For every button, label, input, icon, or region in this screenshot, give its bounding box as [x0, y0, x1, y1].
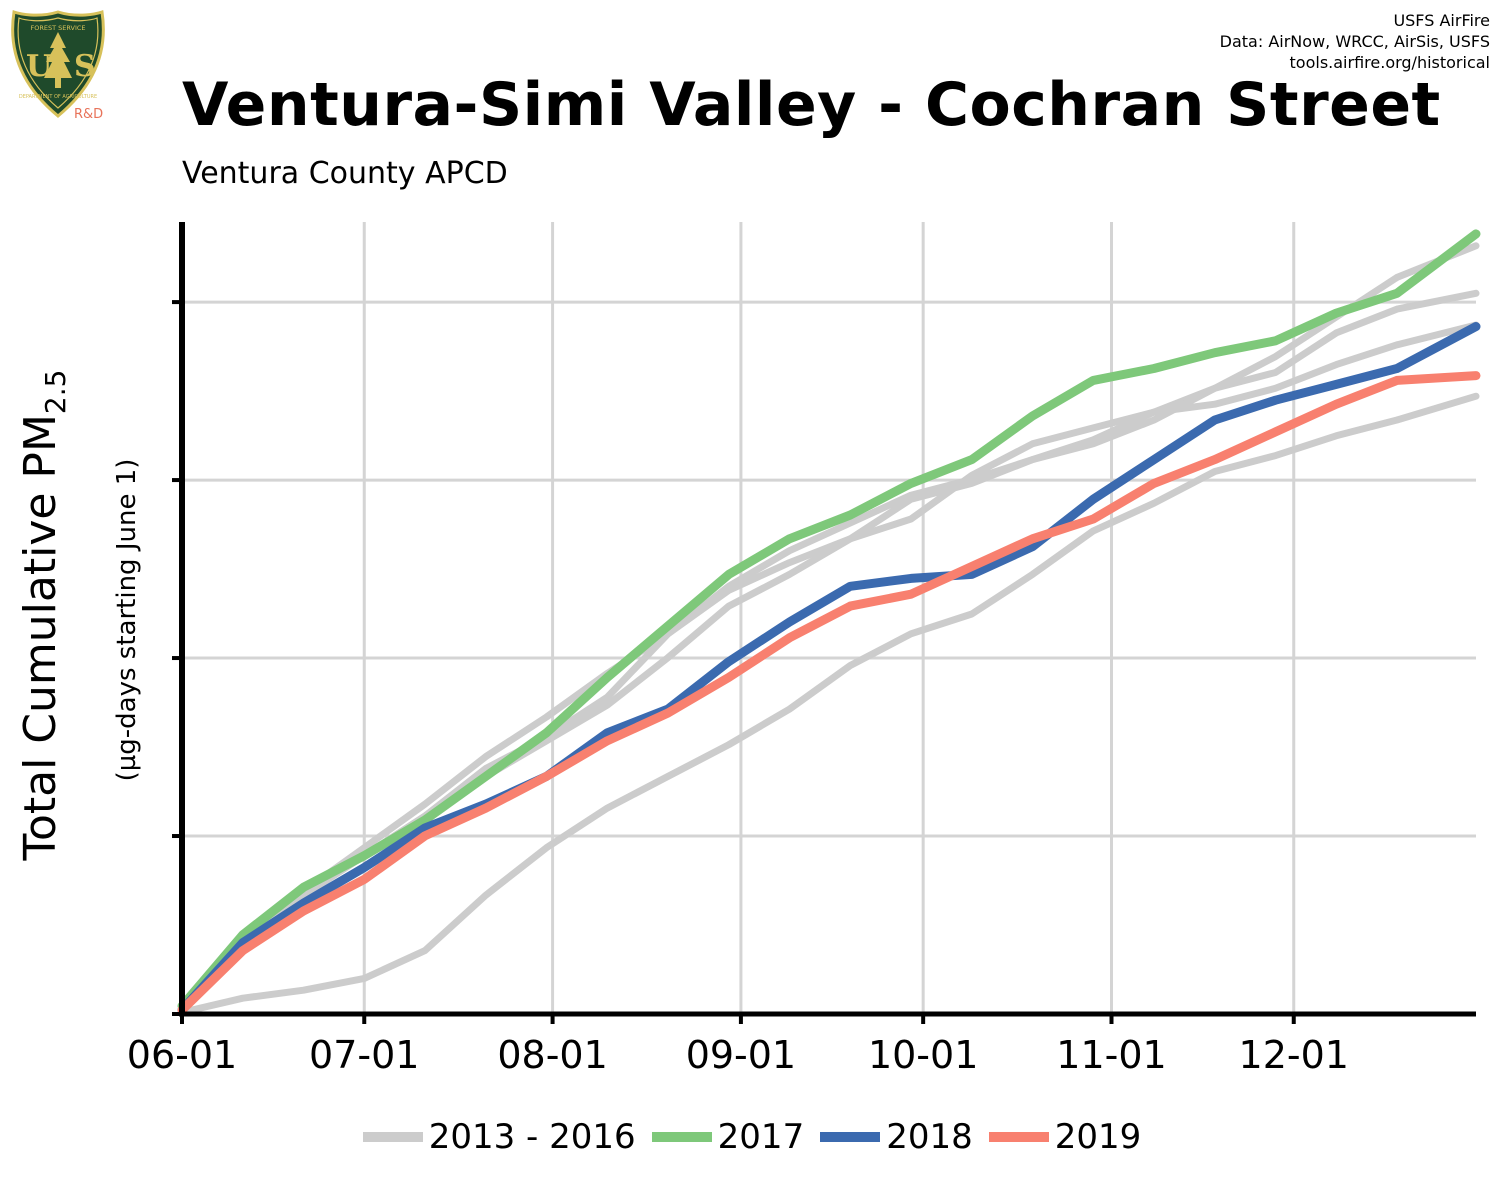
chart-title: Ventura-Simi Valley - Cochran Street [182, 70, 1441, 140]
series-line-4 [177, 229, 1481, 1011]
x-tick-label: 08-01 [497, 1033, 607, 1077]
legend-swatch [988, 1132, 1049, 1142]
logo-text-top: FOREST SERVICE [30, 24, 85, 32]
legend-label: 2019 [1054, 1117, 1142, 1157]
credit-line: USFS AirFire [1393, 11, 1490, 30]
legend-item: 2017 [651, 1117, 805, 1157]
legend-swatch [362, 1132, 423, 1142]
svg-text:S: S [74, 49, 96, 84]
y-axis-label-group: Total Cumulative PM2.5 (µg-days starting… [15, 370, 142, 862]
svg-text:U: U [26, 49, 52, 84]
x-tick-label: 06-01 [127, 1033, 237, 1077]
usfs-logo: U S FOREST SERVICE DEPARTMENT OF AGRICUL… [11, 10, 105, 120]
legend-swatch [651, 1132, 712, 1142]
series-lines [177, 229, 1481, 1016]
legend: 2013 - 2016 2017 2018 2019 [0, 1112, 1500, 1162]
legend-label: 2017 [717, 1117, 805, 1157]
y-axis-label-sub: 2.5 [39, 370, 72, 415]
series-line-1 [178, 321, 1480, 1010]
x-tick-label: 12-01 [1239, 1033, 1349, 1077]
credit-line: tools.airfire.org/historical [1289, 53, 1490, 72]
y-axis-note: (µg-days starting June 1) [112, 459, 142, 782]
legend-swatch [820, 1132, 881, 1142]
legend-label: 2018 [886, 1117, 973, 1157]
legend-item: 2013 - 2016 [362, 1117, 636, 1157]
x-tick-label: 11-01 [1056, 1033, 1166, 1077]
x-tick-labels: 06-01 07-01 08-01 09-01 10-01 11-01 12-01 [127, 1033, 1349, 1077]
x-tick-label: 07-01 [309, 1033, 419, 1077]
x-tick-label: 09-01 [686, 1033, 796, 1077]
series-line-0 [178, 392, 1480, 1016]
series-line-3 [178, 242, 1480, 1010]
logo-text-bottom: DEPARTMENT OF AGRICULTURE [19, 94, 97, 100]
series-line-5 [177, 322, 1481, 1015]
y-axis-label-main: Total Cumulative PM [15, 414, 66, 861]
credit-line: Data: AirNow, WRCC, AirSis, USFS [1219, 32, 1490, 51]
legend-label: 2013 - 2016 [428, 1117, 636, 1157]
series-line-6 [177, 371, 1481, 1015]
grid [182, 222, 1476, 1014]
legend-item: 2018 [820, 1117, 973, 1157]
credits: USFS AirFire Data: AirNow, WRCC, AirSis,… [1220, 10, 1490, 73]
axes [172, 222, 1476, 1024]
series-line-2 [178, 289, 1480, 1010]
x-tick-label: 10-01 [868, 1033, 978, 1077]
y-axis-label: Total Cumulative PM2.5 [15, 370, 72, 862]
logo-rd-label: R&D [74, 107, 103, 120]
legend-item: 2019 [988, 1117, 1142, 1157]
chart-subtitle: Ventura County APCD [182, 156, 508, 191]
